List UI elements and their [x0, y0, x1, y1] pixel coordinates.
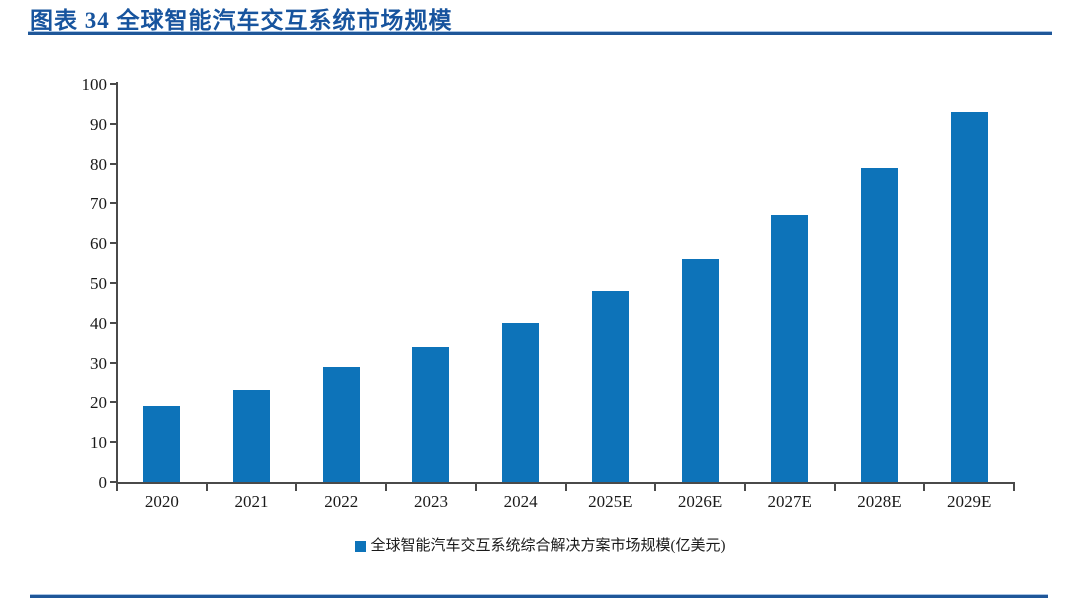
x-tick-label-2022: 2022: [324, 492, 359, 511]
x-tick-label-2025E: 2025E: [588, 492, 633, 511]
y-axis-tick-50: [110, 282, 117, 284]
y-tick-label-40: 40: [90, 313, 107, 333]
bar-2023: [412, 347, 450, 482]
chart-legend: 全球智能汽车交互系统综合解决方案市场规模(亿美元): [0, 536, 1080, 556]
x-axis-tick-4: [474, 482, 477, 491]
y-axis-tick-30: [110, 361, 117, 364]
x-axis-tick-3: [385, 482, 388, 491]
y-axis-tick-0: [110, 481, 117, 483]
y-tick-label-30: 30: [90, 353, 107, 373]
bar-2021: [233, 390, 271, 482]
bar-2029E: [950, 112, 988, 482]
y-tick-label-100: 100: [81, 75, 108, 94]
legend-label: 全球智能汽车交互系统综合解决方案市场规模(亿美元): [370, 538, 726, 554]
y-tick-label-0: 0: [98, 473, 108, 492]
x-axis-tick-5: [564, 482, 567, 491]
bar-2027E: [771, 215, 809, 482]
y-axis-tick-100: [110, 83, 117, 85]
y-tick-label-20: 20: [90, 393, 107, 413]
y-axis-tick-80: [110, 162, 117, 165]
bar-2025E: [591, 291, 629, 482]
y-axis-tick-20: [110, 401, 117, 404]
y-axis-tick-90: [110, 122, 117, 125]
y-axis-tick-60: [110, 242, 117, 245]
y-axis-tick-40: [110, 321, 117, 324]
y-tick-label-80: 80: [90, 154, 107, 174]
x-axis-tick-9: [923, 482, 926, 491]
x-axis-tick-0: [116, 482, 118, 491]
bar-2022: [322, 367, 360, 482]
legend-square-icon: [354, 540, 366, 552]
bar-2026E: [681, 259, 719, 482]
x-axis-tick-1: [205, 482, 208, 491]
x-tick-label-2029E: 2029E: [946, 492, 992, 511]
x-axis-tick-8: [833, 482, 836, 491]
x-tick-label-2024: 2024: [503, 492, 538, 511]
x-tick-label-2028E: 2028E: [857, 492, 902, 511]
y-tick-label-70: 70: [90, 194, 107, 214]
y-axis-tick-10: [110, 441, 117, 444]
bar-2024: [502, 323, 540, 482]
y-tick-label-10: 10: [90, 433, 107, 453]
title-divider: [28, 31, 1052, 35]
figure-title: 图表 34 全球智能汽车交互系统市场规模: [30, 8, 453, 33]
y-tick-label-90: 90: [90, 114, 107, 134]
x-tick-label-2021: 2021: [234, 492, 269, 511]
y-tick-label-50: 50: [90, 274, 107, 293]
y-axis-line: [116, 82, 118, 484]
x-tick-label-2023: 2023: [413, 492, 448, 511]
x-tick-label-2020: 2020: [144, 492, 179, 511]
bar-2020: [143, 406, 181, 482]
x-axis-tick-2: [295, 482, 298, 491]
y-tick-label-60: 60: [90, 234, 107, 254]
y-axis-tick-70: [110, 202, 117, 205]
x-axis-tick-10: [1013, 482, 1015, 491]
x-tick-label-2027E: 2027E: [767, 492, 812, 511]
x-tick-label-2026E: 2026E: [677, 492, 723, 511]
x-axis-tick-7: [743, 482, 746, 491]
x-axis-tick-6: [654, 482, 657, 491]
bar-2028E: [860, 168, 898, 482]
bottom-divider: [30, 594, 1048, 598]
